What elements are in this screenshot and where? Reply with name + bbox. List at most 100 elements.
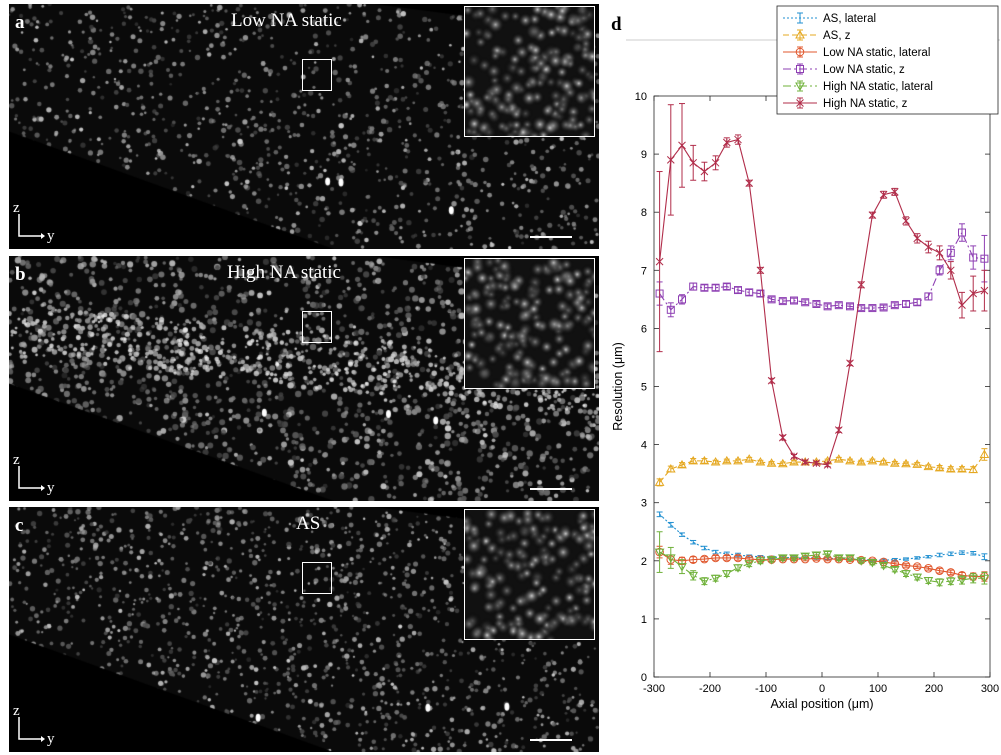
error-bar (656, 511, 663, 518)
error-bar (735, 458, 741, 464)
data-point (913, 234, 922, 243)
data-point (666, 156, 675, 164)
error-bar (959, 223, 965, 242)
data-point (833, 454, 844, 463)
error-bar (667, 546, 674, 569)
error-bar (880, 459, 887, 465)
error-bar (947, 245, 954, 261)
error-bar (947, 551, 954, 557)
data-point (678, 141, 686, 150)
data-point (711, 158, 720, 167)
error-bar (824, 303, 831, 310)
data-point (868, 211, 877, 219)
data-point (968, 574, 979, 584)
error-bar (679, 462, 685, 468)
error-bar (914, 564, 921, 569)
data-point (722, 138, 731, 147)
legend-marker (795, 29, 805, 39)
legend-marker (795, 47, 805, 57)
panel-title-a: Low NA static (231, 10, 342, 31)
y-tick-label: 4 (641, 440, 647, 452)
axes: -300 -200 -100 0 100 200 300 0 1 2 3 4 5 6 7 8 9 10 (635, 91, 999, 695)
data-point (846, 359, 854, 368)
legend-marker (795, 82, 805, 92)
data-point (867, 455, 878, 465)
error-bar (869, 458, 876, 464)
panel-label-d: d (611, 14, 622, 35)
error-bar (858, 459, 865, 465)
data-point (912, 459, 923, 468)
data-point (766, 556, 777, 565)
image-panel-b: b High NA static z y (9, 256, 599, 501)
data-point (699, 455, 710, 465)
data-point (857, 280, 866, 289)
data-point (890, 188, 899, 196)
data-point (946, 266, 955, 275)
error-bar (712, 555, 719, 561)
data-point (689, 282, 698, 291)
data-point (811, 551, 822, 560)
data-point (924, 243, 933, 251)
error-bar (735, 286, 741, 294)
x-tick-label: -200 (699, 683, 721, 695)
data-point (878, 457, 889, 466)
data-point (711, 553, 720, 563)
data-point (654, 477, 665, 486)
legend-label: Low NA static, z (823, 64, 905, 76)
error-bar (723, 283, 730, 290)
error-bar (847, 555, 853, 561)
data-point (756, 266, 765, 275)
data-point (710, 574, 721, 584)
error-bar (802, 553, 809, 559)
data-point (734, 286, 742, 295)
legend-item: AS, z (783, 29, 851, 42)
legend-item: Low NA static, z (783, 63, 905, 76)
data-point (856, 557, 867, 566)
data-point (700, 167, 709, 176)
data-point (767, 376, 776, 385)
data-point (767, 295, 776, 304)
data-point (689, 158, 698, 167)
data-point (777, 554, 788, 563)
legend-item: Low NA static, lateral (783, 46, 930, 59)
series-5 (655, 103, 989, 469)
data-point (733, 455, 743, 465)
roi-box-a (302, 59, 332, 91)
error-bar (701, 458, 708, 464)
legend-marker (796, 65, 804, 73)
zoom-inset-b (464, 258, 595, 389)
error-bar (914, 556, 921, 560)
y-tick-label: 0 (641, 672, 647, 684)
data-point (968, 464, 979, 474)
data-point (969, 253, 978, 262)
data-point (789, 554, 799, 563)
error-bar (903, 563, 909, 568)
data-point (935, 266, 944, 275)
data-point (823, 461, 832, 469)
error-bar (959, 550, 965, 555)
scale-bar-c (530, 739, 572, 741)
data-point (801, 298, 810, 307)
error-bar (813, 301, 820, 307)
data-point (879, 303, 888, 312)
error-bar (981, 553, 988, 561)
data-point (700, 283, 709, 292)
error-bar (779, 298, 786, 304)
data-point (688, 571, 699, 581)
data-point (958, 301, 966, 310)
data-point (744, 560, 755, 569)
data-point (677, 563, 687, 572)
series-line (659, 231, 985, 311)
data-point (946, 568, 956, 577)
error-bar (869, 559, 876, 566)
error-bar (824, 551, 831, 557)
x-tick-label: -100 (755, 683, 777, 695)
axis-z-label: z (13, 452, 20, 468)
plot-frame (653, 95, 991, 678)
data-point (856, 457, 867, 466)
error-bar (746, 288, 753, 296)
x-tick-label: 0 (819, 683, 825, 695)
error-bar (667, 302, 674, 318)
error-bar (847, 303, 853, 310)
axis-y-label: y (47, 480, 55, 496)
